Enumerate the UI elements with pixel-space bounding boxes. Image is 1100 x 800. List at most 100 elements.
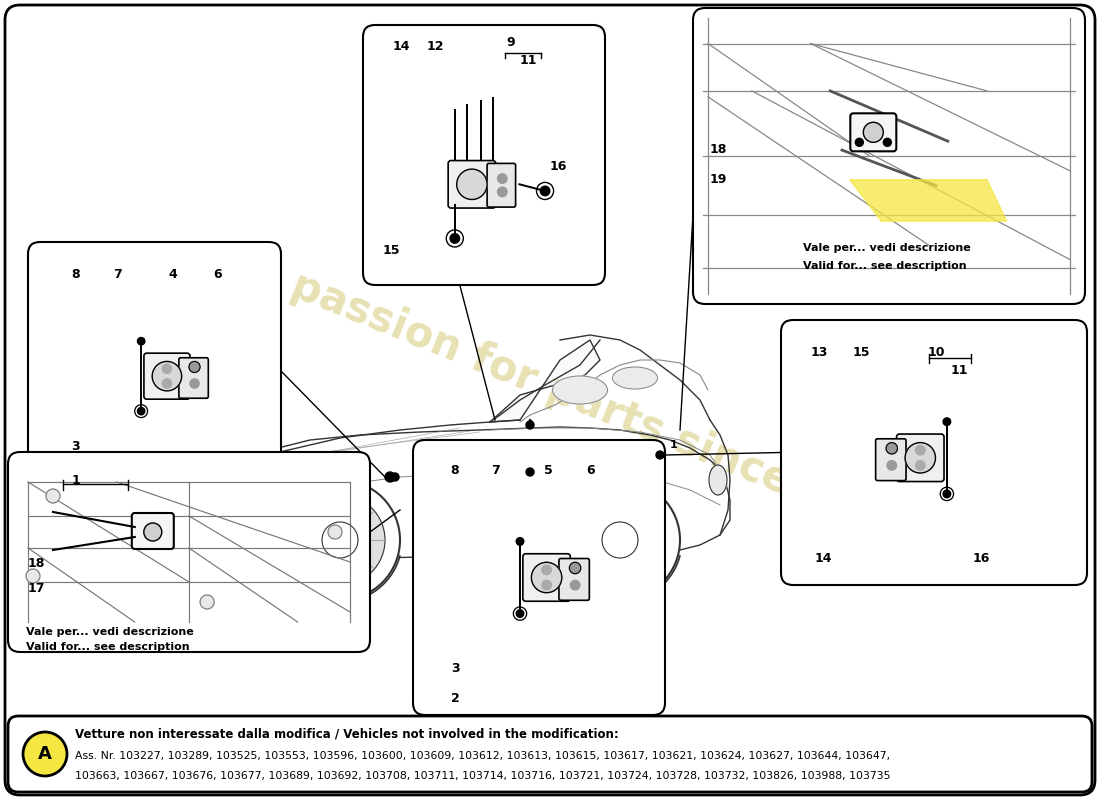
- Text: 15: 15: [383, 243, 399, 257]
- Circle shape: [864, 122, 883, 142]
- Circle shape: [516, 538, 524, 546]
- Text: 12: 12: [427, 41, 443, 54]
- Text: 2: 2: [451, 691, 460, 705]
- FancyBboxPatch shape: [28, 242, 280, 500]
- Text: 11: 11: [950, 363, 968, 377]
- Circle shape: [531, 562, 562, 593]
- Text: Vale per... vedi descrizione: Vale per... vedi descrizione: [26, 627, 194, 637]
- Polygon shape: [850, 180, 1007, 221]
- Circle shape: [570, 562, 581, 574]
- Text: 10: 10: [927, 346, 945, 358]
- FancyBboxPatch shape: [781, 320, 1087, 585]
- Text: A: A: [39, 745, 52, 763]
- Circle shape: [144, 523, 162, 541]
- Circle shape: [887, 442, 898, 454]
- Text: 1: 1: [72, 474, 80, 486]
- Text: Vetture non interessate dalla modifica / Vehicles not involved in the modificati: Vetture non interessate dalla modifica /…: [75, 727, 618, 741]
- Circle shape: [602, 522, 638, 558]
- Text: 5: 5: [543, 463, 552, 477]
- Circle shape: [450, 234, 460, 243]
- Circle shape: [163, 379, 172, 388]
- Text: 103663, 103667, 103676, 103677, 103689, 103692, 103708, 103711, 103714, 103716, : 103663, 103667, 103676, 103677, 103689, …: [75, 771, 891, 781]
- FancyBboxPatch shape: [179, 358, 208, 398]
- Circle shape: [526, 468, 534, 476]
- FancyBboxPatch shape: [412, 440, 666, 715]
- Circle shape: [516, 610, 524, 618]
- FancyBboxPatch shape: [850, 114, 896, 151]
- Circle shape: [943, 418, 950, 426]
- Circle shape: [190, 379, 199, 388]
- FancyBboxPatch shape: [144, 353, 190, 399]
- FancyBboxPatch shape: [559, 558, 590, 600]
- Text: Valid for... see description: Valid for... see description: [803, 261, 967, 271]
- Circle shape: [322, 522, 358, 558]
- Circle shape: [280, 480, 400, 600]
- Text: passion for parts since 1©: passion for parts since 1©: [285, 265, 876, 535]
- FancyBboxPatch shape: [896, 434, 944, 482]
- Circle shape: [23, 732, 67, 776]
- Circle shape: [856, 138, 864, 146]
- Text: 4: 4: [168, 267, 177, 281]
- FancyBboxPatch shape: [693, 8, 1085, 304]
- Circle shape: [526, 421, 534, 429]
- Text: 17: 17: [28, 582, 45, 595]
- Text: 8: 8: [72, 267, 80, 281]
- Circle shape: [46, 489, 60, 503]
- Circle shape: [138, 338, 145, 345]
- FancyBboxPatch shape: [363, 25, 605, 285]
- Ellipse shape: [552, 376, 607, 404]
- Text: 9: 9: [507, 37, 515, 50]
- Circle shape: [542, 580, 551, 590]
- Text: 11: 11: [519, 54, 537, 67]
- Circle shape: [200, 595, 214, 609]
- Polygon shape: [490, 340, 600, 422]
- Circle shape: [385, 472, 395, 482]
- Text: 18: 18: [28, 557, 45, 570]
- Circle shape: [571, 580, 580, 590]
- Circle shape: [328, 525, 342, 539]
- FancyBboxPatch shape: [522, 554, 571, 602]
- Ellipse shape: [200, 458, 250, 482]
- Text: 6: 6: [586, 463, 595, 477]
- Circle shape: [560, 480, 680, 600]
- Circle shape: [905, 442, 935, 473]
- Text: 18: 18: [710, 143, 727, 156]
- Ellipse shape: [613, 367, 658, 389]
- Circle shape: [390, 473, 399, 481]
- Text: 16: 16: [549, 161, 566, 174]
- Circle shape: [138, 407, 145, 414]
- Circle shape: [883, 138, 891, 146]
- Circle shape: [26, 569, 40, 583]
- FancyBboxPatch shape: [6, 5, 1094, 795]
- Text: Vale per... vedi descrizione: Vale per... vedi descrizione: [803, 243, 970, 253]
- Circle shape: [497, 174, 507, 183]
- Text: Valid for... see description: Valid for... see description: [26, 642, 189, 652]
- Circle shape: [915, 446, 925, 455]
- Text: 3: 3: [451, 662, 460, 674]
- Circle shape: [943, 490, 950, 498]
- Circle shape: [915, 461, 925, 470]
- Circle shape: [295, 495, 385, 585]
- Text: 16: 16: [972, 551, 990, 565]
- Text: 1: 1: [670, 440, 678, 450]
- Circle shape: [497, 187, 507, 197]
- Circle shape: [542, 565, 551, 574]
- Circle shape: [152, 362, 182, 391]
- Circle shape: [163, 364, 172, 374]
- Ellipse shape: [710, 465, 727, 495]
- FancyBboxPatch shape: [487, 163, 516, 207]
- Text: 14: 14: [393, 41, 409, 54]
- FancyBboxPatch shape: [8, 452, 370, 652]
- Circle shape: [456, 169, 487, 199]
- Circle shape: [656, 451, 664, 459]
- Text: 14: 14: [814, 551, 832, 565]
- Text: 🐎: 🐎: [282, 485, 288, 495]
- Text: 7: 7: [492, 463, 500, 477]
- Circle shape: [887, 461, 896, 470]
- Circle shape: [575, 495, 666, 585]
- Circle shape: [540, 186, 550, 196]
- Text: 19: 19: [710, 173, 727, 186]
- Text: 8: 8: [451, 463, 460, 477]
- Text: 15: 15: [852, 346, 870, 358]
- FancyBboxPatch shape: [876, 438, 906, 481]
